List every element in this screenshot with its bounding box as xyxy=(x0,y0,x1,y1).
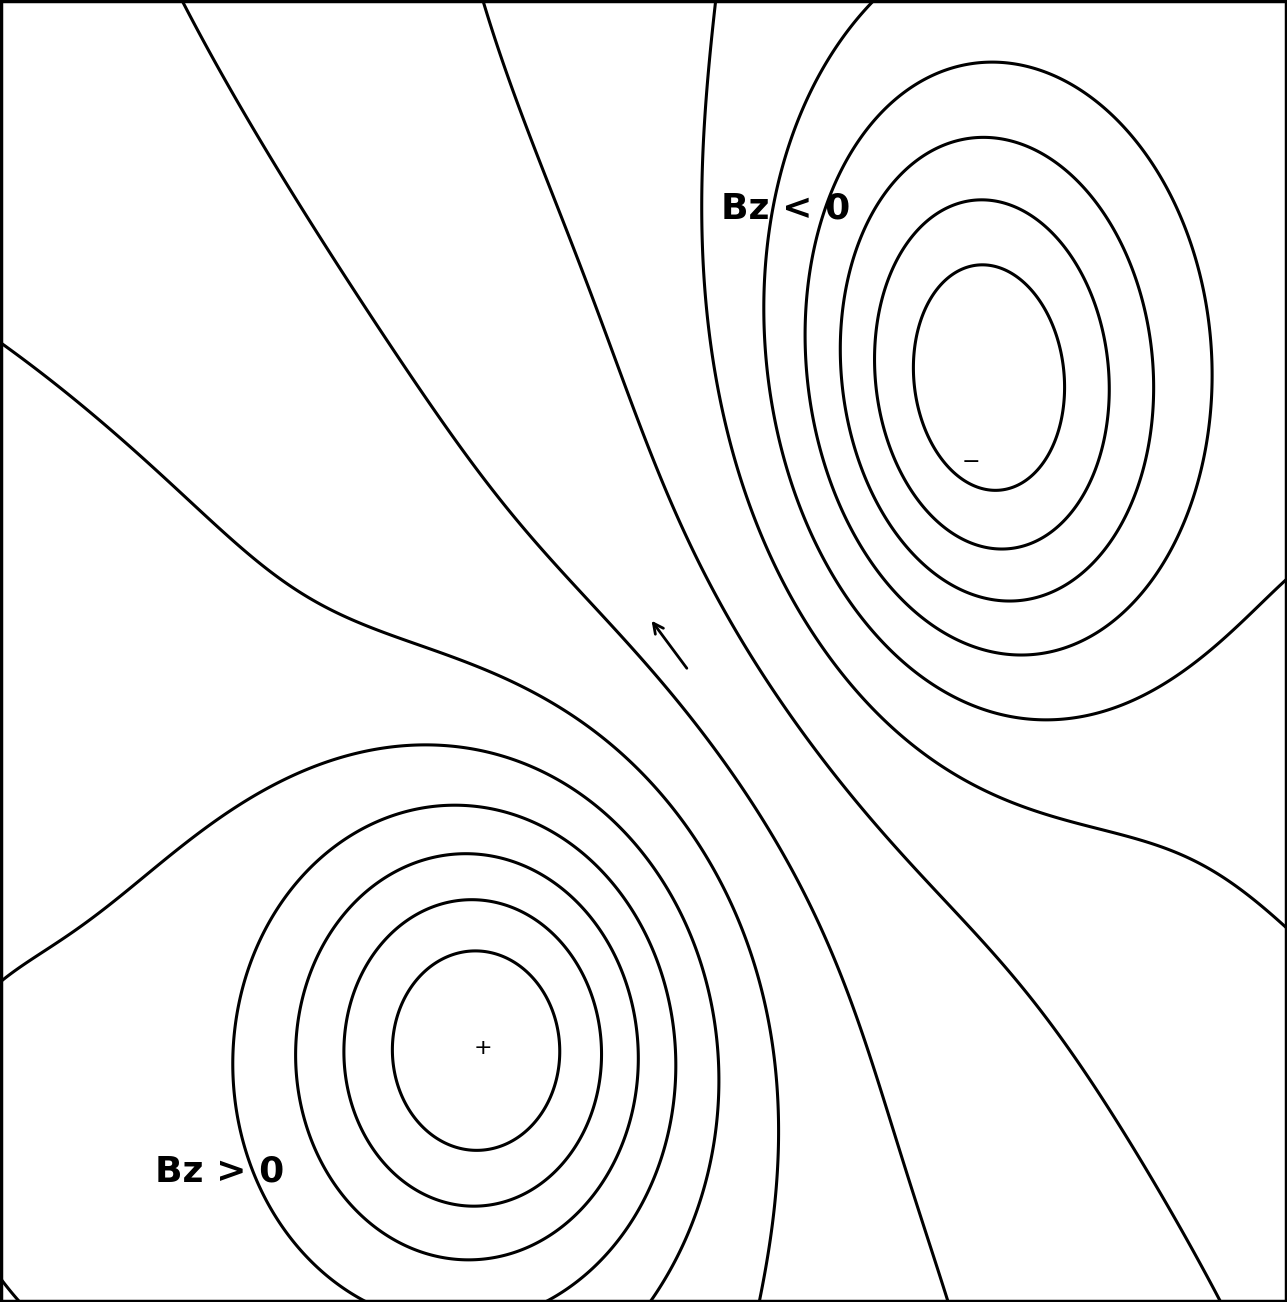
Text: Bz < 0: Bz < 0 xyxy=(721,191,849,225)
Text: −: − xyxy=(961,452,981,473)
Text: Bz > 0: Bz > 0 xyxy=(154,1155,284,1189)
Text: +: + xyxy=(474,1038,492,1057)
